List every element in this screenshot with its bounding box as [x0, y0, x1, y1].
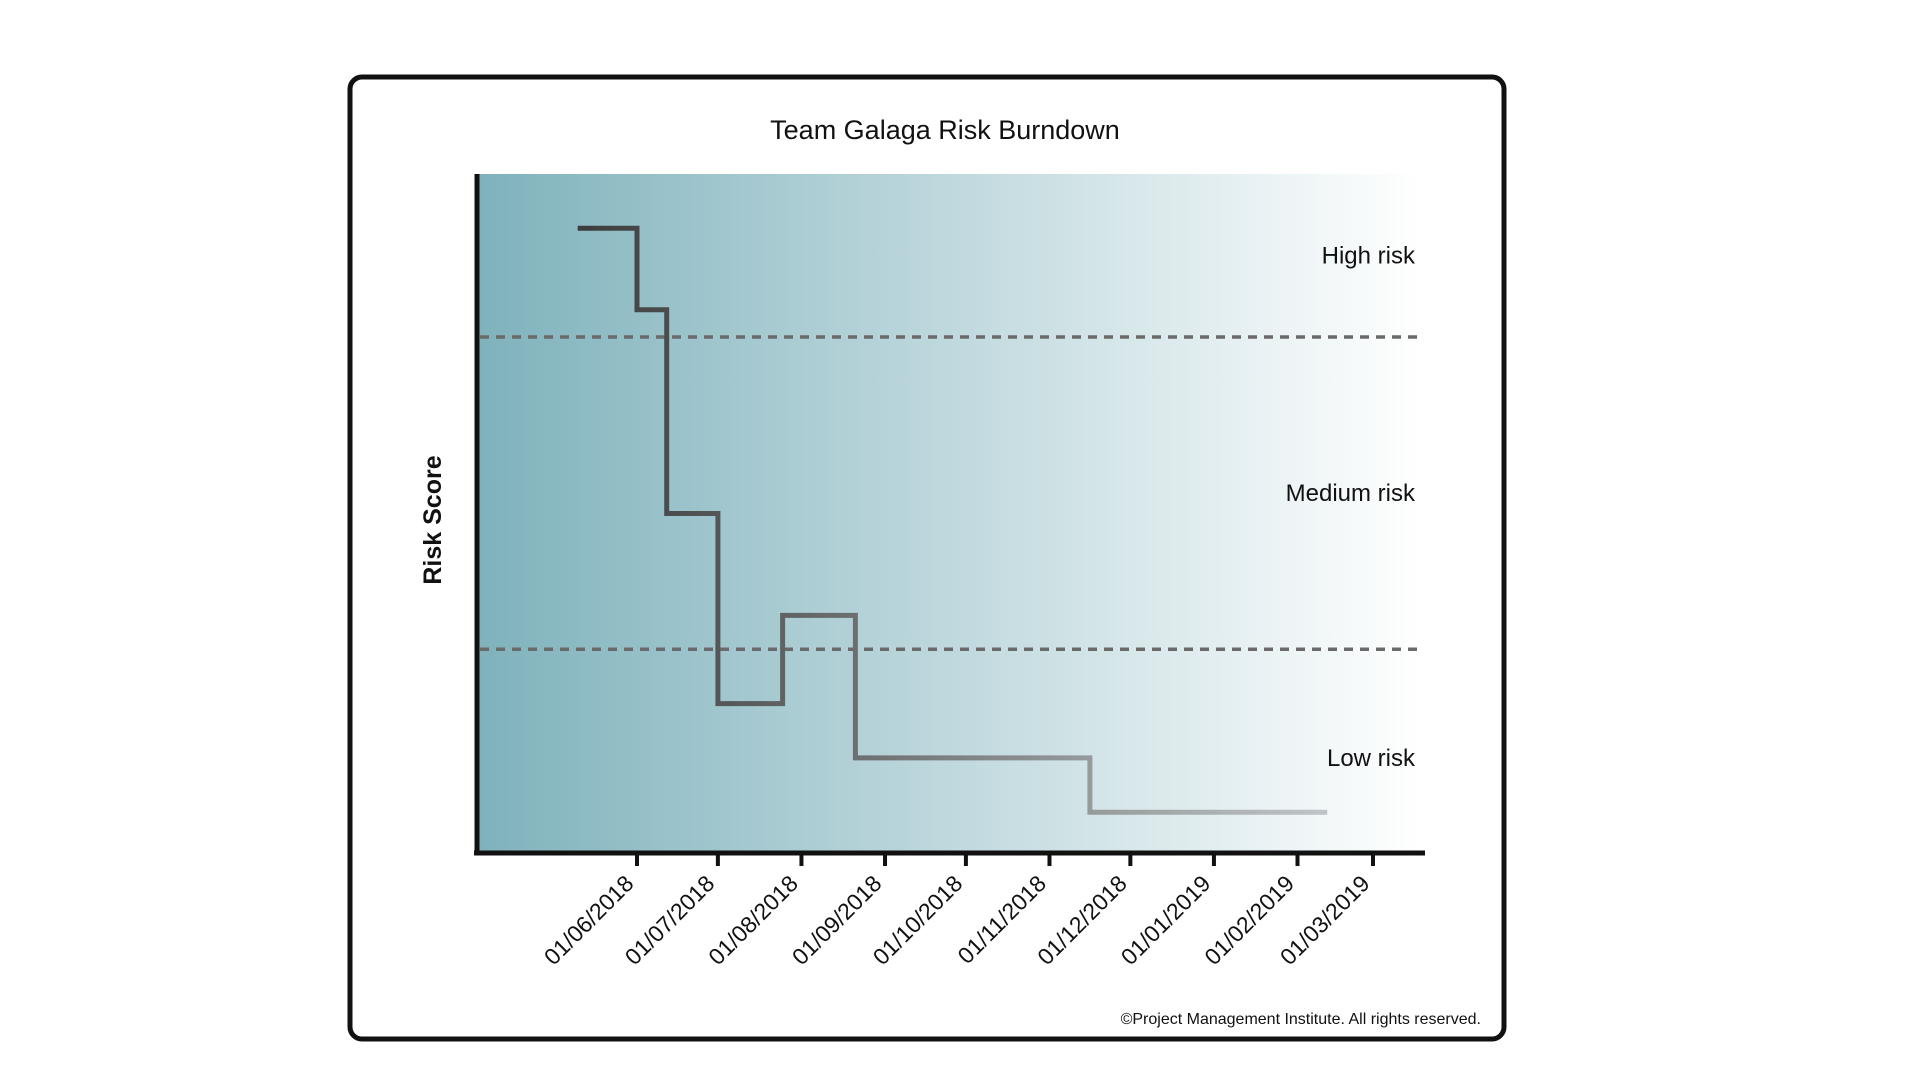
plot-area-background	[477, 174, 1422, 853]
zone-label-medium-risk: Medium risk	[1286, 480, 1416, 507]
y-axis-label: Risk Score	[419, 455, 447, 584]
zone-label-high-risk: High risk	[1322, 242, 1416, 269]
chart-title: Team Galaga Risk Burndown	[770, 115, 1120, 145]
zone-label-low-risk: Low risk	[1327, 745, 1416, 772]
series-line-risk-score	[577, 225, 1328, 815]
zone-labels: High risk Medium risk Low risk	[1286, 242, 1416, 771]
risk-thresholds	[480, 335, 1420, 652]
copyright-notice: ©Project Management Institute. All right…	[1121, 1011, 1481, 1028]
